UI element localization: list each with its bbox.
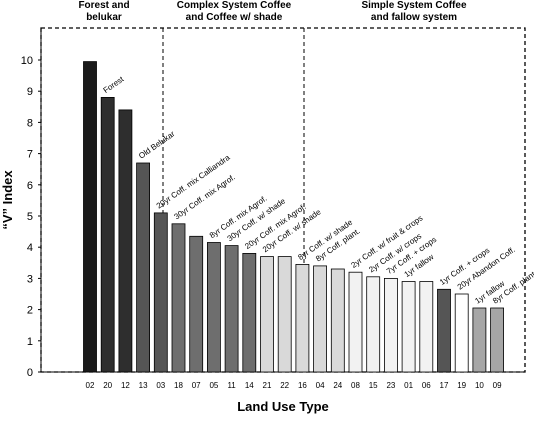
- y-tick-label: 4: [27, 242, 33, 254]
- x-tick-label: 17: [440, 381, 449, 390]
- bar-01: [401, 281, 416, 373]
- x-category-labels: 02 20 12 13 03 18 07 05 11 14 21 22 16 04 24 08 15 23 01 06…: [86, 381, 503, 390]
- bar-16: [295, 263, 310, 373]
- bar-09: [490, 307, 505, 373]
- bar-02: [83, 61, 97, 373]
- y-tick-label: 2: [27, 305, 33, 317]
- x-tick-label: 18: [174, 381, 183, 390]
- x-tick-label: 01: [404, 381, 413, 390]
- x-tick-label: 05: [209, 381, 218, 390]
- y-tick-label: 0: [27, 367, 33, 379]
- x-tick-label: 19: [457, 381, 466, 390]
- y-tick-label: 9: [27, 86, 33, 98]
- x-tick-label: 08: [351, 381, 360, 390]
- bar-06: [419, 281, 434, 373]
- bar-12: [118, 109, 133, 373]
- y-tick-label: 1: [27, 336, 33, 348]
- bar-03: [153, 212, 168, 373]
- x-tick-label: 02: [86, 381, 95, 390]
- bar-24: [330, 268, 345, 373]
- group-header-complex-line1: Complex System Coffee: [177, 0, 292, 11]
- bar-21: [260, 256, 274, 373]
- group-header-forest-line1: Forest and: [78, 0, 129, 11]
- bar-19: [454, 293, 469, 373]
- bar-14: [242, 252, 257, 373]
- y-tick-label: 5: [27, 211, 33, 223]
- region-dashed-box: [40, 27, 526, 373]
- group-header-forest-line2: belukar: [86, 12, 122, 23]
- bars-layer: [83, 61, 505, 373]
- x-tick-label: 11: [227, 381, 236, 390]
- x-tick-label: 13: [139, 381, 148, 390]
- x-tick-label: 15: [369, 381, 378, 390]
- x-tick-label: 14: [245, 381, 254, 390]
- bar-08: [348, 271, 363, 373]
- bar-23: [383, 277, 398, 373]
- y-tick-label: 7: [27, 149, 33, 161]
- x-tick-label: 07: [192, 381, 201, 390]
- x-tick-label: 22: [280, 381, 289, 390]
- x-tick-label: 04: [316, 381, 325, 390]
- y-tick-label: 6: [27, 180, 33, 192]
- x-tick-label: 24: [333, 381, 342, 390]
- bar-05: [206, 242, 221, 373]
- y-tick-label: 3: [27, 273, 33, 285]
- x-tick-label: 20: [103, 381, 112, 390]
- bar-04: [313, 265, 328, 373]
- group-headers: Forest and belukar Complex System Coffee…: [78, 0, 467, 23]
- bar-13: [136, 162, 151, 373]
- bar-07: [189, 235, 204, 373]
- x-tick-label: 16: [298, 381, 307, 390]
- group-header-complex-line2: and Coffee w/ shade: [186, 12, 283, 23]
- group-header-simple-line1: Simple System Coffee: [361, 0, 466, 11]
- bar-11: [224, 245, 239, 373]
- bar-10: [472, 307, 487, 373]
- x-tick-label: 03: [156, 381, 165, 390]
- x-tick-label: 23: [386, 381, 395, 390]
- bar-15: [366, 276, 381, 373]
- x-tick-label: 10: [475, 381, 484, 390]
- x-tick-label: 06: [422, 381, 431, 390]
- bar-17: [437, 288, 451, 373]
- bar-20: [100, 97, 115, 373]
- y-tick-label: 8: [27, 117, 33, 129]
- y-ticks-layer: 0 1 2 3 4 5 6 7 8 9 10: [21, 55, 41, 379]
- x-tick-label: 21: [263, 381, 272, 390]
- x-axis-title: Land Use Type: [237, 399, 329, 414]
- y-axis-title: “V” Index: [0, 170, 15, 230]
- bar-18: [171, 223, 186, 373]
- group-header-simple-line2: and fallow system: [371, 12, 457, 23]
- x-tick-label: 09: [493, 381, 502, 390]
- bar-22: [277, 256, 292, 373]
- y-tick-label: 10: [21, 55, 33, 67]
- x-tick-label: 12: [121, 381, 130, 390]
